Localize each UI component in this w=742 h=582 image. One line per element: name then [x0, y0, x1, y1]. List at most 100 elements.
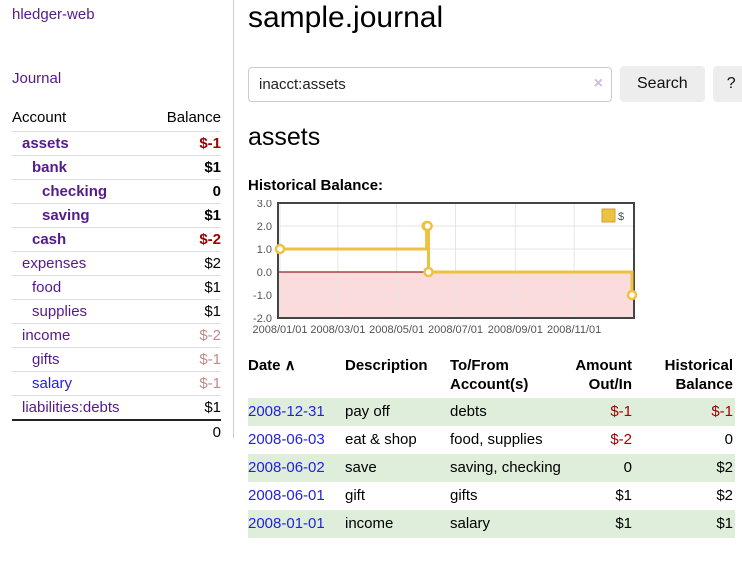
sidebar: hledger-web Journal Account Balance asse…	[0, 0, 233, 582]
account-row: salary $-1	[12, 371, 221, 396]
balance-cell: $1	[716, 515, 733, 532]
sidebar-account-link[interactable]: assets	[22, 135, 69, 152]
search-button[interactable]: Search	[620, 66, 705, 102]
amount-cell: $1	[615, 487, 632, 504]
account-balance: $-2	[150, 227, 221, 252]
account-row: liabilities:debts $1	[12, 395, 221, 421]
description-cell: save	[345, 459, 377, 476]
date-cell: 2008-06-01	[248, 482, 345, 510]
balance-cell: 0	[724, 431, 733, 448]
account-balance: 0	[150, 179, 221, 204]
sidebar-divider	[233, 0, 234, 438]
account-row: income $-2	[12, 323, 221, 348]
account-row: cash $-2	[12, 227, 221, 252]
data-point-marker	[274, 243, 286, 255]
account-table: Account Balance assets $-1 bank $1 checking 0…	[12, 106, 221, 444]
register-row: 2008-06-02 save saving, checking 0 $2	[248, 454, 735, 482]
date-cell: 2008-06-02	[248, 454, 345, 482]
account-balance: $1	[150, 275, 221, 300]
balance-cell: $2	[716, 487, 733, 504]
date-cell: 2008-06-03	[248, 426, 345, 454]
accounts-total-spacer	[12, 419, 151, 444]
register-column-header: Description	[345, 357, 428, 374]
sidebar-account-link[interactable]: saving	[42, 207, 90, 224]
account-column-header: Account	[12, 106, 151, 132]
journal-link[interactable]: Journal	[12, 70, 62, 87]
sidebar-account-link[interactable]: liabilities:debts	[22, 399, 120, 416]
account-table-body: assets $-1 bank $1 checking 0 saving $1 cash $-2 e…	[12, 131, 221, 444]
account-balance: $-1	[150, 131, 221, 156]
accounts-total-row: 0	[12, 419, 221, 444]
date-link[interactable]: 2008-06-01	[248, 487, 325, 504]
register-column-header: Historical Balance	[664, 357, 733, 393]
accounts-total-value: 0	[150, 419, 221, 444]
register-row: 2008-01-01 income salary $1 $1	[248, 510, 735, 538]
amount-cell: $-1	[610, 403, 632, 420]
account-row: checking 0	[12, 179, 221, 204]
account-row: assets $-1	[12, 131, 221, 156]
account-title: assets	[248, 123, 321, 151]
x-tick-label: 2008/05/01	[369, 324, 424, 336]
clear-search-icon[interactable]: ×	[593, 74, 603, 92]
description-cell: income	[345, 515, 394, 532]
register-body: 2008-12-31 pay off debts $-1 $-1 2008-06-03 ea…	[248, 398, 735, 538]
sidebar-account-link[interactable]: cash	[32, 231, 67, 248]
description-cell: gift	[345, 487, 366, 504]
amount-cell: $1	[615, 515, 632, 532]
legend-label: $	[618, 211, 624, 223]
data-point-marker	[626, 289, 638, 301]
sidebar-account-link[interactable]: gifts	[32, 351, 60, 368]
search-form: × Search ?	[248, 66, 742, 102]
x-tick-label: 2008/07/01	[428, 324, 483, 336]
main-content: sample.journal × Search ? assets Histori…	[233, 0, 742, 582]
accounts-cell: gifts	[450, 487, 478, 504]
plot-border	[277, 202, 635, 319]
x-tick-label: 2008/09/01	[488, 324, 543, 336]
y-tick-label: 2.0	[257, 221, 272, 233]
accounts-cell: saving, checking	[450, 459, 561, 476]
sidebar-account-link[interactable]: expenses	[22, 255, 87, 272]
sidebar-account-link[interactable]: checking	[42, 183, 108, 200]
accounts-cell: food, supplies	[450, 431, 543, 448]
account-balance: $-1	[150, 347, 221, 372]
register-column-header: Amount Out/In	[575, 357, 632, 393]
date-cell: 2008-01-01	[248, 510, 345, 538]
search-box: ×	[248, 66, 612, 102]
register-row: 2008-12-31 pay off debts $-1 $-1	[248, 398, 735, 426]
account-row: expenses $2	[12, 251, 221, 276]
date-link[interactable]: 2008-06-02	[248, 459, 325, 476]
y-tick-label: 1.0	[257, 244, 272, 256]
accounts-cell: debts	[450, 403, 487, 420]
date-link[interactable]: 2008-01-01	[248, 515, 325, 532]
y-tick-label: 3.0	[257, 200, 272, 210]
legend-swatch	[601, 208, 616, 223]
account-row: food $1	[12, 275, 221, 300]
register-header-row: Date ∧ Description To/From Account(s) Amount…	[248, 353, 735, 398]
y-tick-label: 0.0	[257, 267, 272, 279]
register-row: 2008-06-01 gift gifts $1 $2	[248, 482, 735, 510]
x-tick-label: 2008/03/01	[310, 324, 365, 336]
sidebar-account-link[interactable]: income	[22, 327, 71, 344]
date-link[interactable]: 2008-12-31	[248, 403, 325, 420]
chart-title: Historical Balance:	[248, 177, 384, 194]
account-balance: $-2	[150, 323, 221, 348]
register-row: 2008-06-03 eat & shop food, supplies $-2 0	[248, 426, 735, 454]
y-tick-label: -1.0	[253, 290, 272, 302]
balance-cell: $2	[716, 459, 733, 476]
sidebar-account-link[interactable]: food	[32, 279, 62, 296]
y-tick-label: -2.0	[253, 313, 272, 325]
register-column-header: To/From Account(s)	[450, 357, 529, 393]
account-balance: $1	[150, 395, 221, 421]
date-link[interactable]: 2008-06-03	[248, 431, 325, 448]
balance-column-header: Balance	[150, 106, 221, 132]
sidebar-account-link[interactable]: bank	[32, 159, 68, 176]
help-button[interactable]: ?	[712, 66, 742, 102]
search-input[interactable]	[248, 66, 612, 102]
account-row: bank $1	[12, 155, 221, 180]
account-row: supplies $1	[12, 299, 221, 324]
sidebar-account-link[interactable]: supplies	[32, 303, 88, 320]
date-cell: 2008-12-31	[248, 398, 345, 426]
sidebar-account-link[interactable]: salary	[32, 375, 73, 392]
brand-link[interactable]: hledger-web	[12, 6, 95, 23]
